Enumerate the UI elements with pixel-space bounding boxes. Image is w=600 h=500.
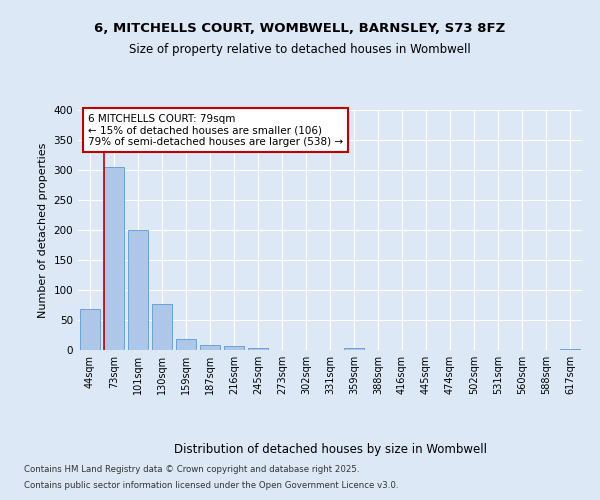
Text: Distribution of detached houses by size in Wombwell: Distribution of detached houses by size … <box>173 442 487 456</box>
Bar <box>224 346 244 350</box>
Bar <box>152 304 172 350</box>
Text: 6 MITCHELLS COURT: 79sqm
← 15% of detached houses are smaller (106)
79% of semi-: 6 MITCHELLS COURT: 79sqm ← 15% of detach… <box>88 114 343 147</box>
Text: 6, MITCHELLS COURT, WOMBWELL, BARNSLEY, S73 8FZ: 6, MITCHELLS COURT, WOMBWELL, BARNSLEY, … <box>94 22 506 36</box>
Bar <box>128 230 148 350</box>
Bar <box>344 348 364 350</box>
Text: Contains HM Land Registry data © Crown copyright and database right 2025.: Contains HM Land Registry data © Crown c… <box>24 466 359 474</box>
Bar <box>104 167 124 350</box>
Text: Size of property relative to detached houses in Wombwell: Size of property relative to detached ho… <box>129 42 471 56</box>
Bar <box>560 349 580 350</box>
Bar <box>176 338 196 350</box>
Bar <box>248 348 268 350</box>
Bar <box>200 344 220 350</box>
Bar <box>80 309 100 350</box>
Text: Contains public sector information licensed under the Open Government Licence v3: Contains public sector information licen… <box>24 480 398 490</box>
Y-axis label: Number of detached properties: Number of detached properties <box>38 142 48 318</box>
